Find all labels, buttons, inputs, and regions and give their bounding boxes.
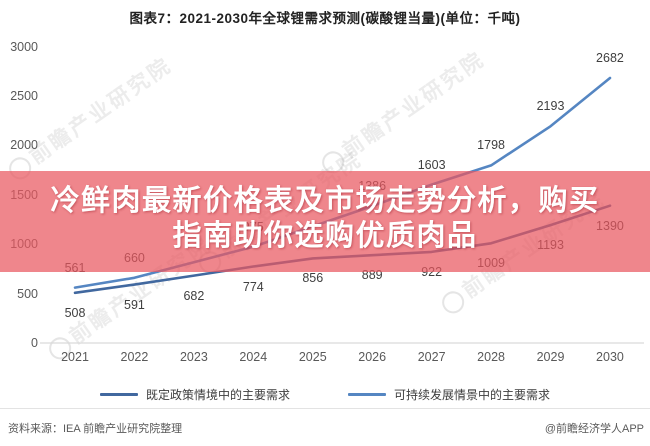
data-point-label: 2682: [596, 51, 624, 66]
data-point-label: 2193: [536, 99, 565, 114]
y-tick-label: 0: [31, 336, 38, 350]
chart-title: 图表7：2021-2030年全球锂需求预测(碳酸锂当量)(单位：千吨): [129, 11, 521, 26]
x-tick-label: 2025: [298, 350, 327, 364]
data-point-label: 1603: [417, 157, 446, 172]
data-point-label: 591: [124, 297, 145, 312]
legend-label: 可持续发展情景中的主要需求: [394, 388, 551, 402]
x-tick-label: 2030: [596, 350, 624, 364]
legend-item-sds: 可持续发展情景中的主要需求: [348, 386, 550, 403]
y-tick-label: 500: [17, 286, 38, 301]
y-tick-label: 2500: [10, 89, 38, 103]
x-tick-label: 2027: [417, 350, 446, 364]
promo-banner-overlay: 冷鲜肉最新价格表及市场走势分析，购买 指南助你选购优质肉品: [0, 171, 650, 272]
x-tick-label: 2024: [239, 350, 268, 364]
credit-text: @前瞻经济学人APP: [544, 423, 644, 435]
x-tick-label: 2029: [536, 350, 565, 364]
y-tick-label: 3000: [10, 39, 38, 54]
data-point-label: 508: [64, 305, 86, 320]
data-point-label: 1798: [477, 138, 505, 153]
legend: 既定政策情境中的主要需求 可持续发展情景中的主要需求: [0, 386, 650, 403]
legend-line-swatch: [99, 393, 138, 396]
x-tick-label: 2022: [120, 350, 149, 364]
data-point-label: 682: [183, 288, 205, 303]
banner-text-line1: 冷鲜肉最新价格表及市场走势分析，购买: [50, 185, 600, 217]
y-tick-label: 2000: [10, 138, 38, 153]
legend-line-swatch: [348, 393, 386, 396]
banner-text-line2: 指南助你选购优质肉品: [172, 220, 478, 252]
x-tick-label: 2023: [179, 350, 208, 364]
x-tick-label: 2021: [61, 350, 89, 364]
footer-divider: [0, 408, 650, 409]
x-tick-label: 2026: [358, 350, 387, 364]
data-point-label: 856: [302, 271, 324, 286]
x-tick-label: 2028: [477, 350, 505, 364]
source-text: 资料来源：IEA 前瞻产业研究院整理: [8, 423, 183, 435]
legend-item-steps: 既定政策情境中的主要需求: [99, 386, 290, 403]
data-point-label: 774: [242, 279, 264, 294]
legend-label: 既定政策情境中的主要需求: [145, 388, 290, 402]
